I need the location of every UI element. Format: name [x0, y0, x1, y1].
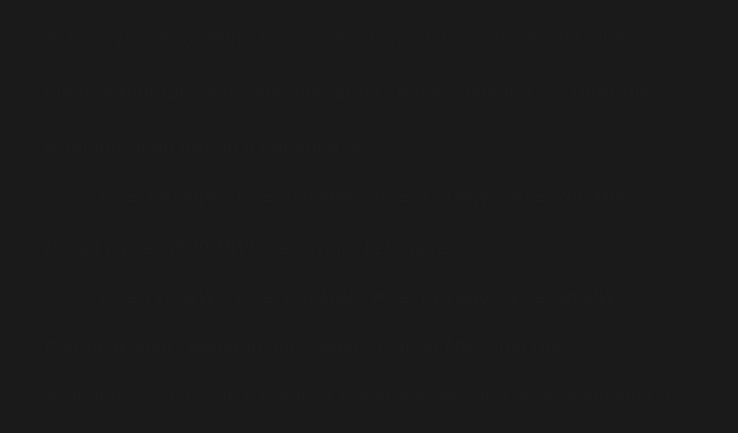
- Text: P₁ = 230 MW,   P₂ = 250 MW,   P₃ = 320 MW,   P₄ = 200 MW: P₁ = 230 MW, P₂ = 250 MW, P₃ = 320 MW, P…: [99, 190, 627, 208]
- Text: economic load dispatch obtained  as: economic load dispatch obtained as: [45, 139, 370, 157]
- Text: P₁ = 110 MW,   P₂ = 150 MW,   P₃ = 150 MW,   P₄ = 90 MW: P₁ = 110 MW, P₂ = 150 MW, P₃ = 150 MW, P…: [99, 291, 615, 309]
- Text: If at peak load,  demand  increased  to 3000 MW,  find the: If at peak load, demand increased to 300…: [45, 339, 562, 357]
- Text: If load halves (500 MW),  resolving  ELD  give  us:: If load halves (500 MW), resolving ELD g…: [45, 239, 486, 258]
- Text: input-output functions  are  operating.  When  demand  is  1000 MW,: input-output functions are operating. Wh…: [45, 85, 656, 103]
- Text: economic load dispatch (neglect the grid losses and generation limits).: economic load dispatch (neglect the grid…: [45, 388, 676, 407]
- Text: 3. In  a  power system,  four  generation  units  with  second  order: 3. In a power system, four generation un…: [45, 30, 639, 48]
